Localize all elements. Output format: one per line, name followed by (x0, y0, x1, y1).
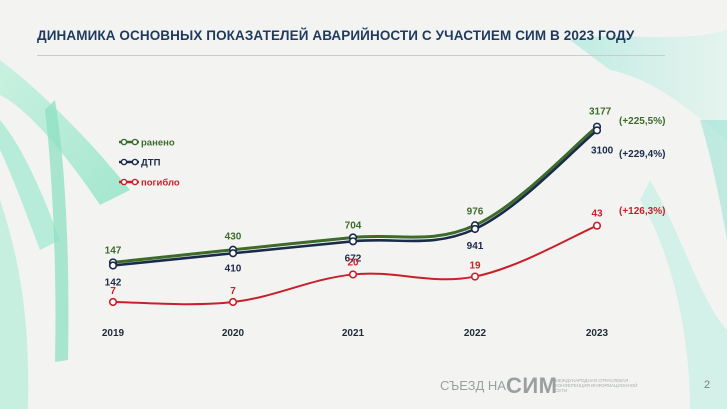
data-label-injured: 147 (105, 245, 122, 256)
data-point-accidents (470, 224, 480, 234)
change-label-injured: (+225,5%) (619, 116, 665, 127)
footer-brand: СЪЕЗД НАСИМ (440, 373, 557, 399)
data-label-killed: 7 (230, 286, 236, 297)
data-label-injured: 976 (467, 206, 484, 217)
x-tick-label: 2023 (586, 328, 609, 339)
legend-label-injured: ранено (141, 138, 175, 149)
footer-subtitle: МЕЖДУНАРОДНАЯ ОТРАСЛЕВАЯ КОНФЕРЕНЦИЯ ИНФ… (555, 378, 638, 393)
data-point-killed (108, 297, 118, 307)
x-tick-label: 2019 (102, 328, 125, 339)
data-label-accidents: 3100 (591, 145, 614, 156)
series-line-accidents (112, 129, 598, 267)
page-number: 2 (704, 379, 711, 391)
data-label-killed: 7 (110, 286, 116, 297)
legend-marker-accidents (120, 158, 128, 166)
data-label-killed: 20 (347, 257, 359, 268)
data-point-killed (348, 270, 358, 279)
series-line-injured (112, 125, 598, 264)
data-label-injured: 430 (225, 232, 242, 243)
x-tick-label: 2022 (464, 328, 487, 339)
legend-label-accidents: ДТП (141, 158, 161, 169)
legend-marker-killed (120, 178, 128, 186)
data-point-accidents (592, 126, 602, 135)
slide-title: ДИНАМИКА ОСНОВНЫХ ПОКАЗАТЕЛЕЙ АВАРИЙНОСТ… (37, 28, 635, 43)
x-tick-label: 2021 (342, 328, 365, 339)
data-point-killed (470, 272, 480, 281)
data-label-accidents: 410 (225, 263, 242, 274)
data-label-accidents: 941 (467, 241, 484, 252)
legend-marker-injured (131, 138, 139, 146)
data-label-accidents: 142 (105, 278, 122, 289)
data-label-accidents: 672 (345, 253, 362, 264)
title-divider (37, 55, 665, 56)
data-label-killed: 43 (591, 209, 603, 220)
data-label-injured: 704 (345, 220, 362, 231)
legend-marker-injured (120, 138, 128, 146)
change-label-killed: (+126,3%) (619, 206, 665, 217)
data-point-killed (592, 221, 602, 230)
data-point-killed (228, 297, 238, 307)
footer-brand-prefix: СЪЕЗД НА (440, 378, 506, 393)
x-tick-label: 2020 (222, 328, 245, 339)
change-label-accidents: (+229,4%) (619, 149, 665, 160)
legend-label-killed: погибло (141, 178, 180, 189)
legend-marker-accidents (131, 158, 139, 166)
data-point-accidents (348, 237, 358, 246)
legend-marker-killed (131, 178, 139, 186)
data-point-accidents (228, 249, 238, 258)
data-label-killed: 19 (469, 261, 481, 272)
footer-brand-logo: СИМ (505, 373, 558, 398)
data-label-injured: 3177 (589, 107, 612, 118)
data-point-accidents (108, 261, 118, 270)
